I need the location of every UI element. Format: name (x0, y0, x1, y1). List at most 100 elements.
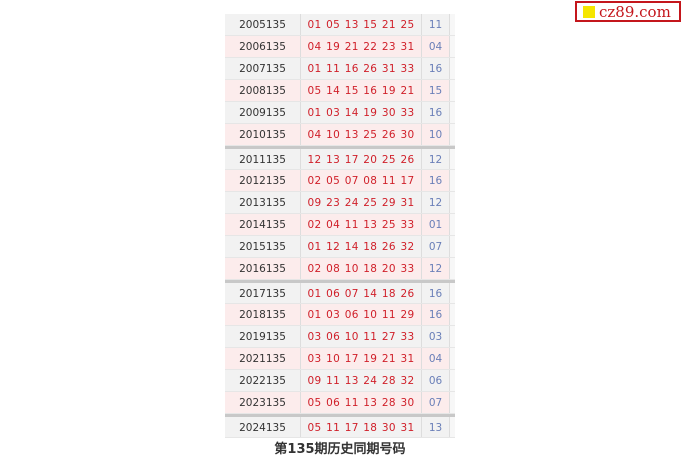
blue-ball: 10 (422, 124, 450, 145)
red-balls: 12 13 17 20 25 26 (301, 149, 422, 169)
table-row: 2011135 12 13 17 20 25 26 12 (225, 146, 455, 170)
empty-cell (450, 170, 455, 191)
issue-number: 2005135 (225, 14, 301, 35)
empty-cell (450, 326, 455, 347)
blue-ball: 16 (422, 170, 450, 191)
blue-ball: 16 (422, 58, 450, 79)
empty-cell (450, 214, 455, 235)
blue-ball: 06 (422, 370, 450, 391)
issue-number: 2012135 (225, 170, 301, 191)
empty-cell (450, 80, 455, 101)
empty-cell (450, 370, 455, 391)
empty-cell (450, 283, 455, 303)
red-balls: 01 06 07 14 18 26 (301, 283, 422, 303)
issue-number: 2016135 (225, 258, 301, 279)
table-row: 2016135 02 08 10 18 20 33 12 (225, 258, 455, 280)
blue-ball: 12 (422, 258, 450, 279)
blue-ball: 01 (422, 214, 450, 235)
empty-cell (450, 392, 455, 413)
empty-cell (450, 36, 455, 57)
watermark-logo: cz89.com (575, 1, 681, 22)
blue-ball: 12 (422, 192, 450, 213)
red-balls: 09 23 24 25 29 31 (301, 192, 422, 213)
table-row: 2019135 03 06 10 11 27 33 03 (225, 326, 455, 348)
red-balls: 03 06 10 11 27 33 (301, 326, 422, 347)
red-balls: 05 14 15 16 19 21 (301, 80, 422, 101)
issue-number: 2018135 (225, 304, 301, 325)
empty-cell (450, 124, 455, 145)
empty-cell (450, 14, 455, 35)
blue-ball: 16 (422, 102, 450, 123)
yellow-square-icon (583, 5, 595, 18)
table-row: 2005135 01 05 13 15 21 25 11 (225, 14, 455, 36)
blue-ball: 16 (422, 304, 450, 325)
table-row: 2018135 01 03 06 10 11 29 16 (225, 304, 455, 326)
issue-number: 2009135 (225, 102, 301, 123)
table-caption: 第135期历史同期号码 (274, 442, 406, 457)
table-row: 2007135 01 11 16 26 31 33 16 (225, 58, 455, 80)
table-row: 2015135 01 12 14 18 26 32 07 (225, 236, 455, 258)
empty-cell (450, 417, 455, 437)
issue-number: 2019135 (225, 326, 301, 347)
blue-ball: 16 (422, 283, 450, 303)
blue-ball: 07 (422, 392, 450, 413)
table-row: 2013135 09 23 24 25 29 31 12 (225, 192, 455, 214)
red-balls: 01 05 13 15 21 25 (301, 14, 422, 35)
blue-ball: 04 (422, 36, 450, 57)
watermark-text: cz89.com (599, 2, 671, 21)
table-row: 2021135 03 10 17 19 21 31 04 (225, 348, 455, 370)
table-row: 2024135 05 11 17 18 30 31 13 (225, 414, 455, 438)
red-balls: 03 10 17 19 21 31 (301, 348, 422, 369)
red-balls: 05 06 11 13 28 30 (301, 392, 422, 413)
issue-number: 2015135 (225, 236, 301, 257)
empty-cell (450, 58, 455, 79)
history-draw-table: 2005135 01 05 13 15 21 25 11 2006135 04 19 2… (225, 14, 455, 438)
red-balls: 01 11 16 26 31 33 (301, 58, 422, 79)
table-row: 2017135 01 06 07 14 18 26 16 (225, 280, 455, 304)
blue-ball: 07 (422, 236, 450, 257)
red-balls: 05 11 17 18 30 31 (301, 417, 422, 437)
empty-cell (450, 236, 455, 257)
empty-cell (450, 258, 455, 279)
table-row: 2010135 04 10 13 25 26 30 10 (225, 124, 455, 146)
issue-number: 2006135 (225, 36, 301, 57)
table-row: 2006135 04 19 21 22 23 31 04 (225, 36, 455, 58)
blue-ball: 04 (422, 348, 450, 369)
empty-cell (450, 102, 455, 123)
blue-ball: 15 (422, 80, 450, 101)
red-balls: 09 11 13 24 28 32 (301, 370, 422, 391)
red-balls: 01 12 14 18 26 32 (301, 236, 422, 257)
empty-cell (450, 192, 455, 213)
table-row: 2022135 09 11 13 24 28 32 06 (225, 370, 455, 392)
blue-ball: 03 (422, 326, 450, 347)
issue-number: 2010135 (225, 124, 301, 145)
table-row: 2023135 05 06 11 13 28 30 07 (225, 392, 455, 414)
blue-ball: 11 (422, 14, 450, 35)
issue-number: 2008135 (225, 80, 301, 101)
issue-number: 2022135 (225, 370, 301, 391)
issue-number: 2013135 (225, 192, 301, 213)
empty-cell (450, 304, 455, 325)
issue-number: 2017135 (225, 283, 301, 303)
table-row: 2008135 05 14 15 16 19 21 15 (225, 80, 455, 102)
issue-number: 2007135 (225, 58, 301, 79)
red-balls: 04 19 21 22 23 31 (301, 36, 422, 57)
table-row: 2009135 01 03 14 19 30 33 16 (225, 102, 455, 124)
issue-number: 2023135 (225, 392, 301, 413)
empty-cell (450, 348, 455, 369)
issue-number: 2011135 (225, 149, 301, 169)
red-balls: 01 03 06 10 11 29 (301, 304, 422, 325)
red-balls: 02 04 11 13 25 33 (301, 214, 422, 235)
table-row: 2012135 02 05 07 08 11 17 16 (225, 170, 455, 192)
empty-cell (450, 149, 455, 169)
issue-number: 2014135 (225, 214, 301, 235)
issue-number: 2024135 (225, 417, 301, 437)
blue-ball: 13 (422, 417, 450, 437)
red-balls: 01 03 14 19 30 33 (301, 102, 422, 123)
table-row: 2014135 02 04 11 13 25 33 01 (225, 214, 455, 236)
issue-number: 2021135 (225, 348, 301, 369)
red-balls: 02 08 10 18 20 33 (301, 258, 422, 279)
blue-ball: 12 (422, 149, 450, 169)
red-balls: 02 05 07 08 11 17 (301, 170, 422, 191)
red-balls: 04 10 13 25 26 30 (301, 124, 422, 145)
